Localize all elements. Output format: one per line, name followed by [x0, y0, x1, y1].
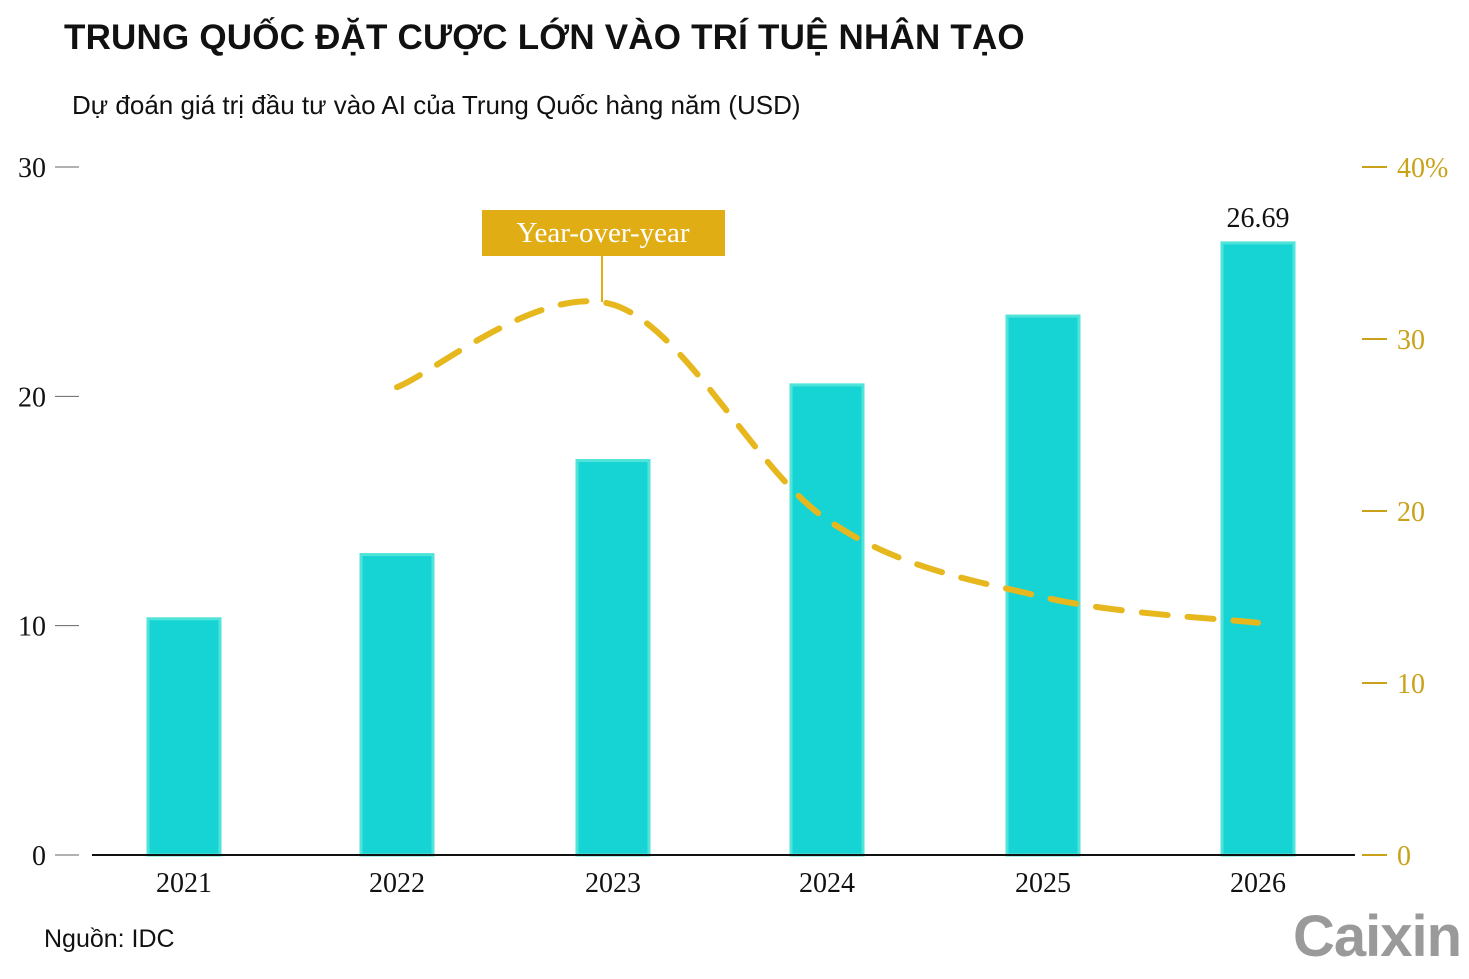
x-tick-label: 2021 [156, 868, 212, 899]
x-tick-label: 2026 [1230, 868, 1286, 899]
left-tick-label: 30 [18, 153, 46, 184]
source-note: Nguồn: IDC [44, 925, 175, 953]
data-label: 26.69 [1227, 203, 1290, 234]
bar-2026 [1220, 241, 1296, 857]
legend-box [482, 210, 725, 256]
left-tick-label: 10 [18, 612, 46, 643]
bar-2021 [146, 617, 222, 857]
caixin-logo: Caixin [1293, 904, 1462, 969]
bar-2023 [575, 459, 651, 857]
bar-2022 [359, 553, 435, 857]
x-tick-label: 2022 [369, 868, 425, 899]
right-tick-label: 40% [1397, 153, 1448, 184]
right-tick-label: 20 [1397, 497, 1425, 528]
right-tick-label: 30 [1397, 325, 1425, 356]
x-tick-label: 2023 [585, 868, 641, 899]
left-tick-label: 0 [32, 841, 46, 872]
left-tick-label: 20 [18, 382, 46, 413]
chart-subtitle: Dự đoán giá trị đầu tư vào AI của Trung … [72, 90, 801, 120]
right-tick-label: 0 [1397, 841, 1411, 872]
yoy-line [394, 298, 1261, 626]
bar-2024 [789, 383, 865, 857]
legend-label: Year-over-year [516, 217, 689, 249]
bar-2025 [1005, 314, 1081, 857]
chart-title: TRUNG QUỐC ĐẶT CƯỢC LỚN VÀO TRÍ TUỆ NHÂN… [64, 18, 1025, 57]
x-tick-label: 2025 [1015, 868, 1071, 899]
x-tick-label: 2024 [799, 868, 855, 899]
right-tick-label: 10 [1397, 669, 1425, 700]
